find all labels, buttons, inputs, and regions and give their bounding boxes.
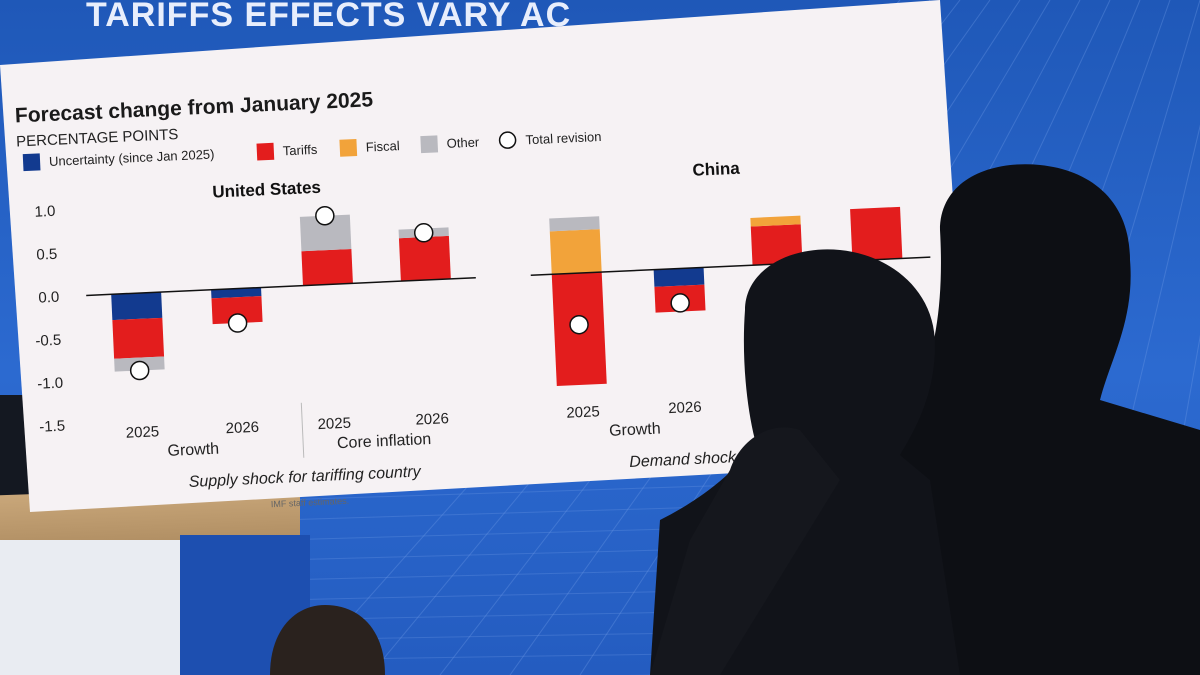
bar-segment-uncertainty <box>111 292 163 321</box>
legend-swatch-total <box>498 131 517 149</box>
banner: TARIFFS EFFECTS VARY AC <box>0 0 1200 40</box>
legend: Uncertainty (since Jan 2025) Tariffs Fisca… <box>22 129 602 172</box>
bar-segment-tariffs <box>850 206 903 261</box>
x-tick-label: 2025 <box>566 403 600 421</box>
banner-title: TARIFFS EFFECTS VARY AC <box>86 0 572 34</box>
legend-label-uncertainty: Uncertainty (since Jan 2025) <box>49 146 215 168</box>
zero-baseline <box>86 277 476 297</box>
bar-segment-tariffs <box>750 224 803 266</box>
legend-swatch-uncertainty <box>22 153 41 172</box>
y-tick-label: -1.0 <box>37 375 64 393</box>
total-revision-marker <box>227 313 248 333</box>
bar-segment-tariffs <box>211 296 263 325</box>
bar-segment-tariffs <box>301 248 353 286</box>
total-revision-marker <box>129 360 150 381</box>
x-tick-label: 2025 <box>317 415 351 433</box>
group-label: Core inflation <box>337 431 432 452</box>
legend-swatch-fiscal <box>339 139 358 157</box>
bar-segment-other <box>299 214 352 252</box>
total-revision-marker <box>670 293 690 313</box>
bar-segment-uncertainty <box>211 287 262 299</box>
y-tick-label: 1.0 <box>34 203 56 221</box>
x-tick-label: 2026 <box>415 410 449 428</box>
bar-segment-tariffs <box>398 235 451 282</box>
group-label: Growth <box>167 441 219 460</box>
group-label: Growth <box>609 421 661 440</box>
bar-segment-fiscal <box>750 215 801 227</box>
total-revision-marker <box>315 205 335 226</box>
legend-swatch-tariffs <box>256 142 275 161</box>
y-tick-label: 0.0 <box>38 289 60 307</box>
bar-segment-tariffs <box>112 317 165 359</box>
total-revision-marker <box>569 314 589 335</box>
panel-title: United States <box>212 178 321 202</box>
x-tick-label: 2025 <box>125 423 159 441</box>
source-note: IMF staff estimates. <box>271 496 350 510</box>
legend-label-tariffs: Tariffs <box>283 142 319 159</box>
panel-title: China <box>692 159 741 180</box>
bar-segment-other <box>549 216 600 232</box>
bar-segment-fiscal <box>549 229 602 275</box>
legend-label-other: Other <box>446 134 480 150</box>
bar-segment-uncertainty <box>653 267 705 287</box>
y-tick-label: -0.5 <box>35 332 62 350</box>
group-separator <box>300 402 305 458</box>
x-tick-label: 2026 <box>668 399 702 417</box>
x-tick-label: 2026 <box>225 419 259 437</box>
total-revision-marker <box>413 223 434 243</box>
legend-label-fiscal: Fiscal <box>365 138 400 155</box>
y-tick-label: 0.5 <box>36 246 58 264</box>
legend-swatch-other <box>420 135 439 154</box>
legend-label-total: Total revision <box>525 129 601 147</box>
y-tick-label: -1.5 <box>39 418 66 436</box>
